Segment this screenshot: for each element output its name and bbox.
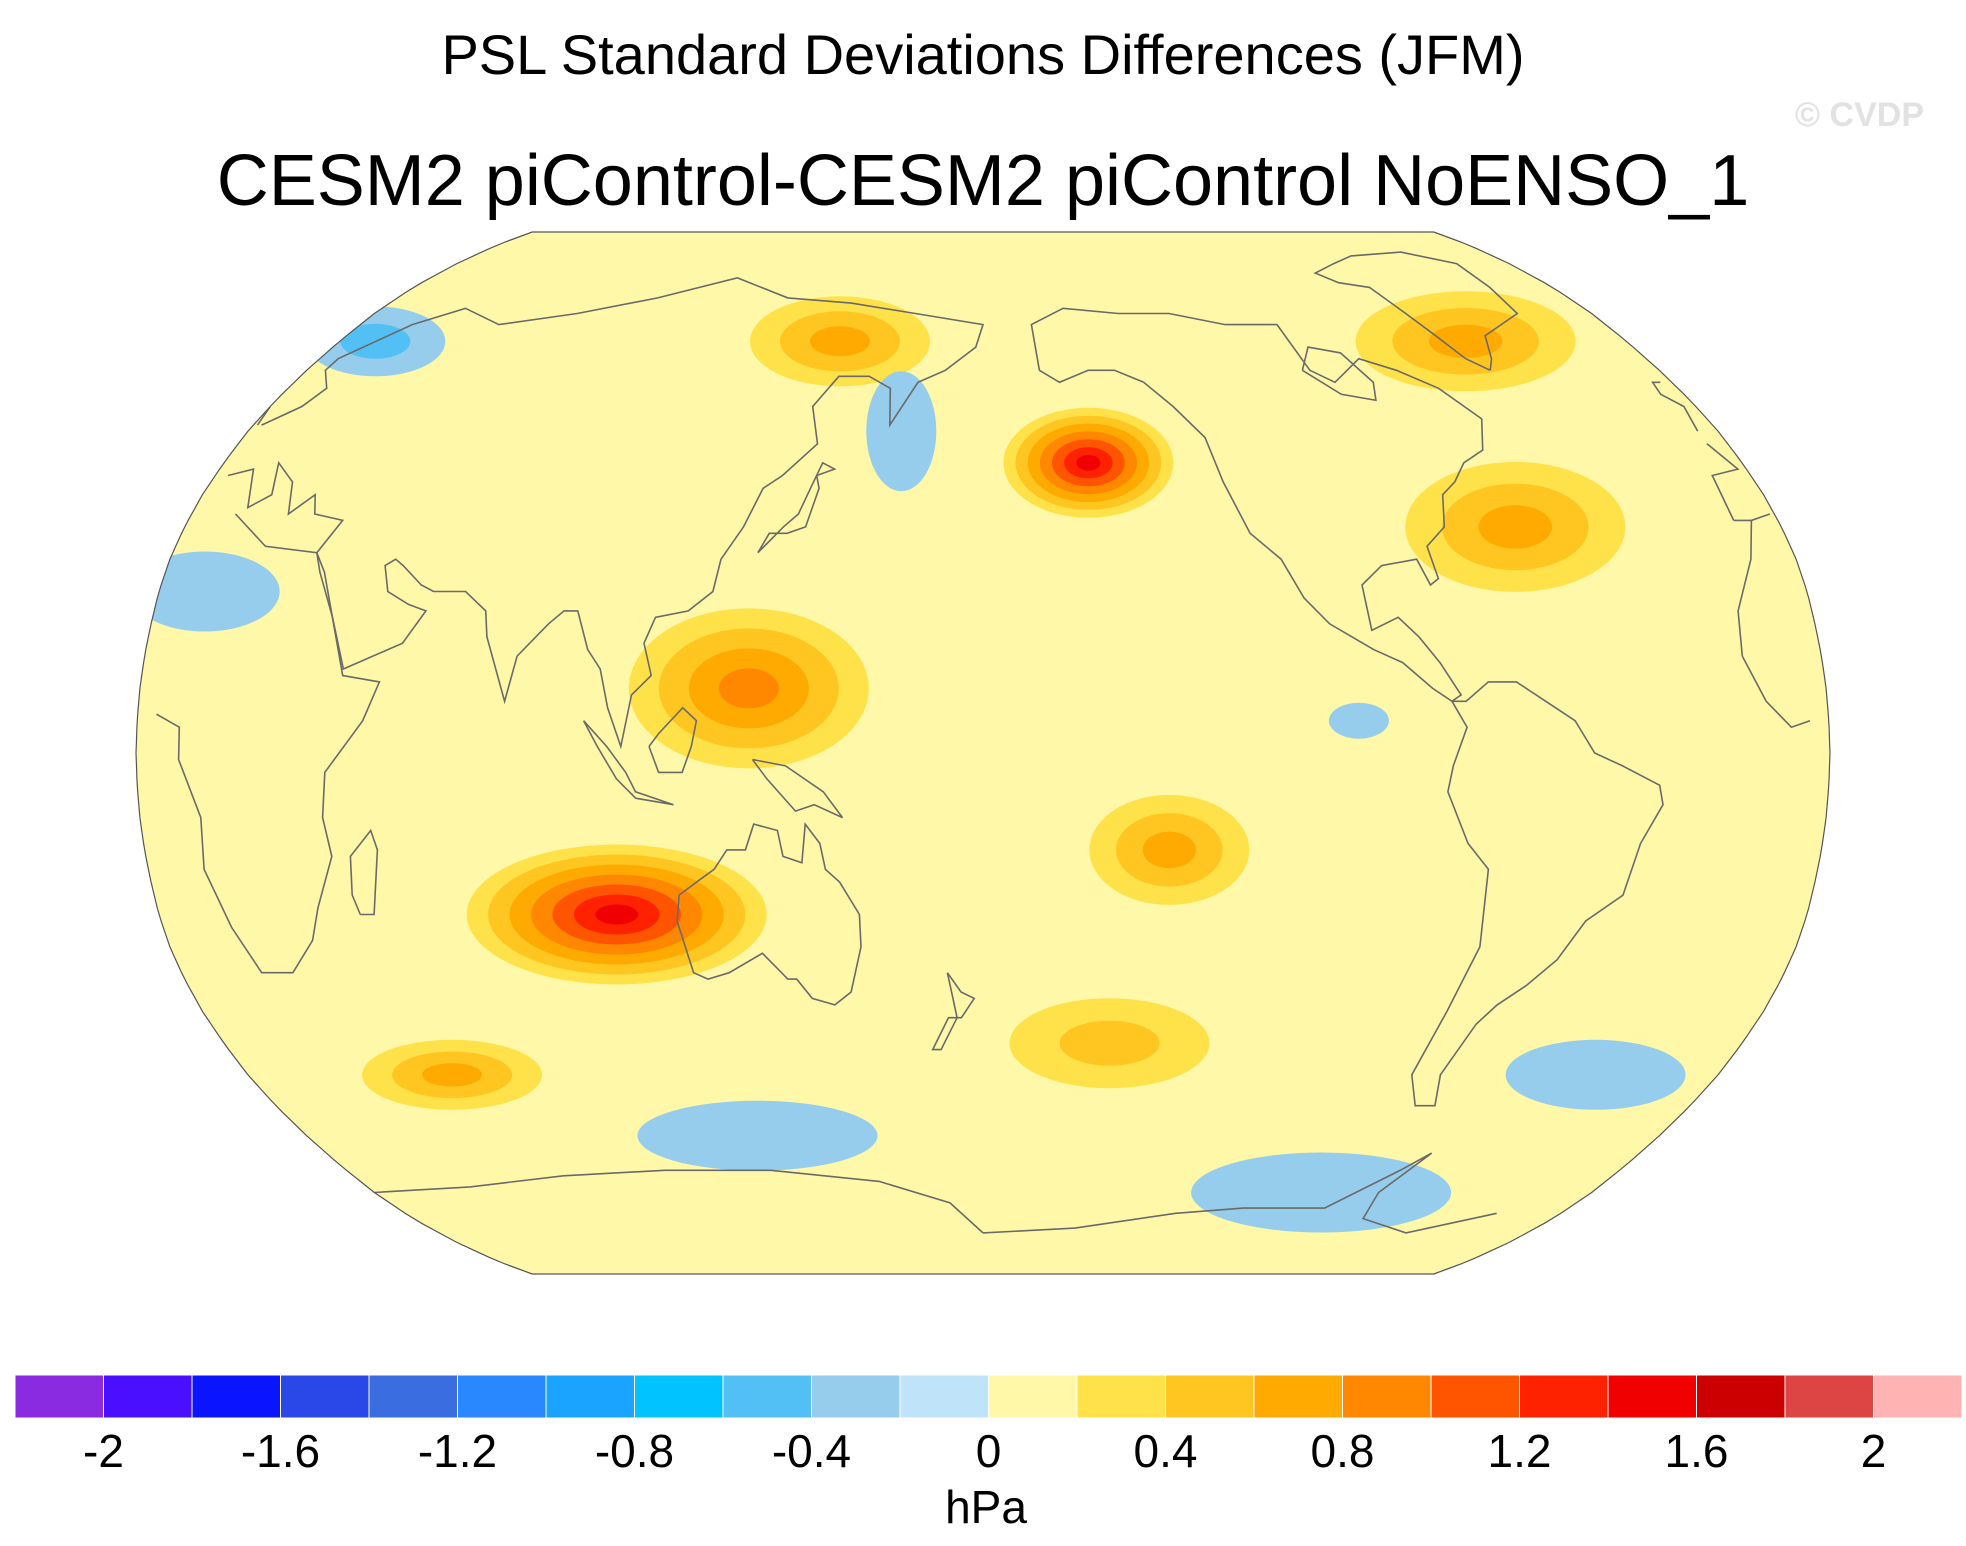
colorbar-box xyxy=(1873,1374,1963,1419)
colorbar xyxy=(14,1374,1963,1419)
contour-level xyxy=(866,371,937,492)
colorbar-box xyxy=(811,1374,901,1419)
global-map xyxy=(135,231,1831,1275)
contour-level xyxy=(422,1063,483,1087)
colorbar-units: hPa xyxy=(945,1481,1027,1533)
anomaly-australia-indian-ocean-max xyxy=(466,844,767,985)
contour-level xyxy=(1428,324,1503,358)
coastline-eurasia xyxy=(227,277,1771,750)
anomaly-east-atlantic-min xyxy=(136,551,280,632)
coastline-antarctica xyxy=(374,1152,1497,1234)
anomaly-southern-ocean-pacific-min xyxy=(1191,1152,1452,1233)
colorbar-tick-label: -1.6 xyxy=(240,1425,321,1477)
colorbar-tick-label: 0 xyxy=(975,1425,1002,1477)
anomaly-south-atlantic-min xyxy=(1505,1039,1686,1110)
contour-level xyxy=(1328,702,1389,739)
contour-level xyxy=(637,1100,878,1171)
contour-level xyxy=(1505,1039,1686,1110)
coastlines xyxy=(156,251,1811,1234)
colorbar-tick-label: -0.4 xyxy=(771,1425,852,1477)
anomaly-north-atlantic-max xyxy=(1405,461,1626,592)
contour-level xyxy=(1142,831,1197,869)
colorbar-box xyxy=(457,1374,547,1419)
colorbar-box xyxy=(899,1374,989,1419)
coastline-south-america xyxy=(1410,681,1664,1107)
colorbar-box xyxy=(634,1374,724,1419)
coastline-japan xyxy=(757,461,837,554)
anomaly-south-indian-ocean-max xyxy=(362,1039,543,1110)
anomaly-east-pacific-min xyxy=(1328,702,1389,739)
colorbar-tick-label: 1.6 xyxy=(1664,1425,1729,1477)
anomaly-north-pacific-max xyxy=(1003,407,1174,518)
coastline-australia xyxy=(676,821,862,1006)
map-title: PSL Standard Deviations Differences (JFM… xyxy=(441,23,1525,86)
colorbar-box xyxy=(1607,1374,1697,1419)
coastline-north-america xyxy=(1030,307,1484,703)
colorbar-tick-label: 0.8 xyxy=(1310,1425,1375,1477)
colorbar-tick-label: 2 xyxy=(1860,1425,1887,1477)
colorbar-box xyxy=(1253,1374,1343,1419)
contour-level xyxy=(718,668,779,709)
map-boundary xyxy=(135,231,1831,1275)
colorbar-tick-label: -1.2 xyxy=(417,1425,498,1477)
map-background xyxy=(136,232,1830,1274)
coastline-hudson-bay xyxy=(1301,346,1377,402)
coastline-new-guinea xyxy=(751,758,844,819)
psl-contour-field xyxy=(136,291,1686,1233)
colorbar-box xyxy=(103,1374,193,1419)
contour-level xyxy=(1478,505,1553,549)
coastline-borneo xyxy=(648,706,698,774)
coastline-sumatra-java xyxy=(582,720,674,806)
cvdp-watermark: © CVDP xyxy=(1795,96,1924,134)
anomaly-central-pacific-max xyxy=(1089,794,1250,905)
anomaly-west-pacific-maritime-continent xyxy=(628,608,869,769)
anomaly-greenland-max xyxy=(1355,291,1576,392)
colorbar-box xyxy=(1430,1374,1520,1419)
contour-level xyxy=(595,904,639,925)
colorbar-box xyxy=(1076,1374,1166,1419)
contour-level xyxy=(136,551,280,632)
anomaly-south-pacific-max xyxy=(1009,998,1210,1089)
colorbar-box xyxy=(988,1374,1078,1419)
colorbar-box xyxy=(1784,1374,1874,1419)
contour-level xyxy=(1059,1020,1160,1066)
colorbar-tick-label: 0.4 xyxy=(1133,1425,1198,1477)
colorbar-box xyxy=(1696,1374,1786,1419)
coastline-greenland xyxy=(1313,251,1519,372)
anomaly-kamchatka-min xyxy=(866,371,937,492)
colorbar-box xyxy=(722,1374,812,1419)
colorbar-box xyxy=(191,1374,281,1419)
colorbar-box xyxy=(14,1374,104,1419)
contour-level xyxy=(1076,454,1101,471)
colorbar-box xyxy=(1519,1374,1609,1419)
colorbar-tick-label: -0.8 xyxy=(594,1425,675,1477)
colorbar-box xyxy=(1165,1374,1255,1419)
map-subtitle: CESM2 piControl-CESM2 piControl NoENSO_1 xyxy=(216,141,1750,221)
colorbar-box xyxy=(545,1374,635,1419)
coastline-new-zealand xyxy=(931,972,976,1051)
colorbar-box xyxy=(280,1374,370,1419)
colorbar-box xyxy=(1342,1374,1432,1419)
anomaly-east-siberia-max xyxy=(750,296,930,387)
colorbar-tick-label: 1.2 xyxy=(1487,1425,1552,1477)
colorbar-tick-label: -2 xyxy=(83,1425,124,1477)
anomaly-southern-ocean-indian-min xyxy=(637,1100,878,1171)
coastline-madagascar xyxy=(349,828,379,916)
colorbar-box xyxy=(368,1374,458,1419)
contour-level xyxy=(1191,1152,1452,1233)
coastline-africa xyxy=(156,513,1811,974)
contour-level xyxy=(810,326,870,357)
